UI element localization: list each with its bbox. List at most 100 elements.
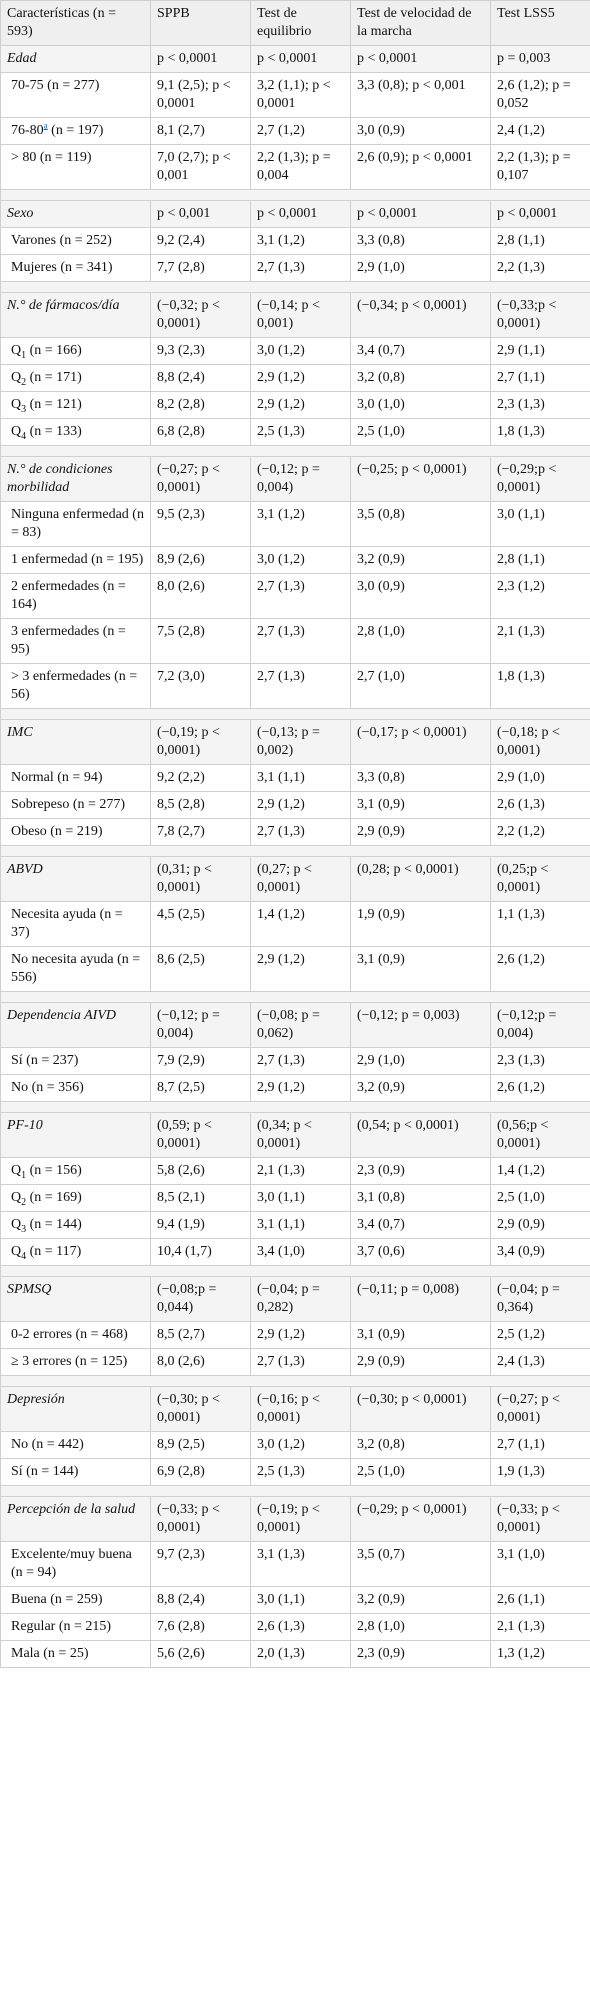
row-label: 3 enfermedades (n = 95) (0, 618, 151, 664)
group-row: N.° de fármacos/día (−0,32; p < 0,0001) (−… (0, 292, 590, 338)
group-row: Percepción de la salud (−0,33; p < 0,0001… (0, 1496, 590, 1542)
quartile-subscript: 1 (21, 349, 27, 361)
group-label: Percepción de la salud (0, 1496, 151, 1542)
table-cell: 3,1 (1,3) (250, 1541, 351, 1587)
group-stat-cell: (0,27; p < 0,0001) (250, 856, 351, 902)
group-row: Sexo p < 0,001 p < 0,0001 p < 0,0001 p < 0,0… (0, 200, 590, 228)
group-stat-cell: p = 0,003 (490, 45, 590, 73)
group-stat-cell: (−0,30; p < 0,0001) (350, 1386, 491, 1432)
row-label: Normal (n = 94) (0, 764, 151, 792)
table-cell: 3,1 (0,9) (350, 791, 491, 819)
group-stat-cell: p < 0,001 (150, 200, 251, 228)
table-cell: 3,1 (1,2) (250, 501, 351, 547)
table-cell: 1,8 (1,3) (490, 418, 590, 446)
row-label-text: 76-80 (11, 123, 44, 138)
table-cell: 2,7 (1,3) (250, 618, 351, 664)
group-stat-cell: p < 0,0001 (490, 200, 590, 228)
table-cell: 1,4 (1,2) (490, 1157, 590, 1185)
footnote-link[interactable]: a (43, 120, 48, 131)
table-cell: 7,0 (2,7); p < 0,001 (150, 144, 251, 190)
table-row: ≥ 3 errores (n = 125) 8,0 (2,6) 2,7 (1,3) 2… (0, 1348, 590, 1376)
table-cell: 6,9 (2,8) (150, 1458, 251, 1486)
row-label-text: Q (11, 397, 22, 412)
table-cell: 7,5 (2,8) (150, 618, 251, 664)
row-label-count: (n = 117) (26, 1244, 82, 1259)
row-label: > 80 (n = 119) (0, 144, 151, 190)
group-stat-cell: (−0,04; p = 0,364) (490, 1276, 590, 1322)
group-stat-cell: p < 0,0001 (250, 200, 351, 228)
row-label: ≥ 3 errores (n = 125) (0, 1348, 151, 1376)
row-label-count: (n = 144) (26, 1217, 82, 1232)
row-label: Q4 (n = 133) (0, 418, 151, 446)
table-cell: 8,2 (2,8) (150, 391, 251, 419)
table-cell: 8,9 (2,6) (150, 546, 251, 574)
table-cell: 3,4 (0,7) (350, 1211, 491, 1239)
table-row: Q1 (n = 156) 5,8 (2,6) 2,1 (1,3) 2,3 (0,9) 1… (0, 1157, 590, 1185)
row-label: Mala (n = 25) (0, 1640, 151, 1668)
row-label-count: (n = 166) (26, 343, 82, 358)
group-label: Dependencia AIVD (0, 1002, 151, 1048)
group-stat-cell: (−0,14; p < 0,001) (250, 292, 351, 338)
table-cell: 2,4 (1,3) (490, 1348, 590, 1376)
group-row: PF-10 (0,59; p < 0,0001) (0,34; p < 0,0001… (0, 1112, 590, 1158)
group-stat-cell: (0,56;p < 0,0001) (490, 1112, 590, 1158)
quartile-subscript: 2 (21, 376, 27, 388)
table-cell: 3,7 (0,6) (350, 1238, 491, 1266)
table-cell: 8,8 (2,4) (150, 1586, 251, 1614)
table-cell: 2,6 (1,2); p = 0,052 (490, 72, 590, 118)
header-characteristics: Características (n = 593) (0, 0, 151, 46)
table-row: Ninguna enfermedad (n = 83) 9,5 (2,3) 3,1 … (0, 501, 590, 547)
table-cell: 3,2 (0,9) (350, 1586, 491, 1614)
row-label: Q3 (n = 144) (0, 1211, 151, 1239)
group-stat-cell: (0,31; p < 0,0001) (150, 856, 251, 902)
table-cell: 5,8 (2,6) (150, 1157, 251, 1185)
table-cell: 3,0 (1,2) (250, 337, 351, 365)
row-label: Sobrepeso (n = 277) (0, 791, 151, 819)
table-row: No (n = 442) 8,9 (2,5) 3,0 (1,2) 3,2 (0,8) 2… (0, 1431, 590, 1459)
row-label: No (n = 356) (0, 1074, 151, 1102)
section-spacer (0, 1265, 590, 1277)
table-cell: 9,2 (2,2) (150, 764, 251, 792)
group-stat-cell: p < 0,0001 (150, 45, 251, 73)
group-stat-cell: (−0,33; p < 0,0001) (150, 1496, 251, 1542)
row-label: Obeso (n = 219) (0, 818, 151, 846)
group-row: Depresión (−0,30; p < 0,0001) (−0,16; p < … (0, 1386, 590, 1432)
table-cell: 3,0 (1,1) (490, 501, 590, 547)
table-cell: 2,3 (0,9) (350, 1157, 491, 1185)
group-stat-cell: (0,34; p < 0,0001) (250, 1112, 351, 1158)
spacer-cell (0, 845, 590, 857)
table-cell: 2,9 (1,0) (490, 764, 590, 792)
table-cell: 8,5 (2,1) (150, 1184, 251, 1212)
table-cell: 3,1 (1,1) (250, 764, 351, 792)
row-label: Sí (n = 237) (0, 1047, 151, 1075)
table-row: Sobrepeso (n = 277) 8,5 (2,8) 2,9 (1,2) 3,1… (0, 791, 590, 819)
table-cell: 3,1 (1,2) (250, 227, 351, 255)
table-cell: 2,0 (1,3) (250, 1640, 351, 1668)
row-label: 0-2 errores (n = 468) (0, 1321, 151, 1349)
group-stat-cell: (−0,19; p < 0,0001) (150, 719, 251, 765)
table-cell: 2,5 (1,0) (350, 1458, 491, 1486)
row-label: No (n = 442) (0, 1431, 151, 1459)
group-stat-cell: (−0,18; p < 0,0001) (490, 719, 590, 765)
row-label: Q1 (n = 156) (0, 1157, 151, 1185)
table-cell: 3,2 (0,9) (350, 546, 491, 574)
table-cell: 2,9 (1,2) (250, 791, 351, 819)
row-label-text: Q (11, 1190, 22, 1205)
group-stat-cell: p < 0,0001 (350, 200, 491, 228)
table-cell: 2,7 (1,2) (250, 117, 351, 145)
table-cell: 3,4 (0,9) (490, 1238, 590, 1266)
table-cell: 2,9 (1,2) (250, 391, 351, 419)
table-cell: 3,0 (0,9) (350, 117, 491, 145)
section-spacer (0, 1101, 590, 1113)
table-row: Sí (n = 144) 6,9 (2,8) 2,5 (1,3) 2,5 (1,0) 1… (0, 1458, 590, 1486)
table-cell: 1,1 (1,3) (490, 901, 590, 947)
group-label: Edad (0, 45, 151, 73)
group-stat-cell: (−0,29;p < 0,0001) (490, 456, 590, 502)
row-label: Mujeres (n = 341) (0, 254, 151, 282)
group-stat-cell: (−0,32; p < 0,0001) (150, 292, 251, 338)
table-cell: 9,7 (2,3) (150, 1541, 251, 1587)
table-cell: 2,7 (1,3) (250, 573, 351, 619)
table-cell: 2,9 (1,2) (250, 1321, 351, 1349)
group-stat-cell: (−0,29; p < 0,0001) (350, 1496, 491, 1542)
group-row: ABVD (0,31; p < 0,0001) (0,27; p < 0,0001)… (0, 856, 590, 902)
